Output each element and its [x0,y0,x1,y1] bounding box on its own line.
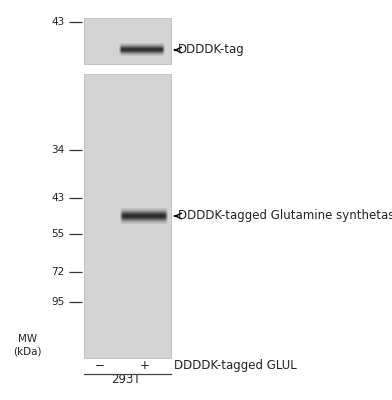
Text: MW
(kDa): MW (kDa) [13,334,42,356]
Text: 293T: 293T [111,373,140,386]
Text: 43: 43 [51,17,65,27]
Text: DDDDK-tagged Glutamine synthetase: DDDDK-tagged Glutamine synthetase [178,210,392,222]
Bar [84,74,171,358]
Text: 55: 55 [51,229,65,239]
Text: DDDDK-tag: DDDDK-tag [178,44,245,56]
Text: +: + [140,359,150,372]
Bar [84,18,171,64]
Text: −: − [95,359,105,372]
Text: 34: 34 [51,145,65,155]
Text: 43: 43 [51,193,65,203]
Text: DDDDK-tagged GLUL: DDDDK-tagged GLUL [174,359,297,372]
Text: 95: 95 [51,297,65,307]
Text: 72: 72 [51,267,65,277]
